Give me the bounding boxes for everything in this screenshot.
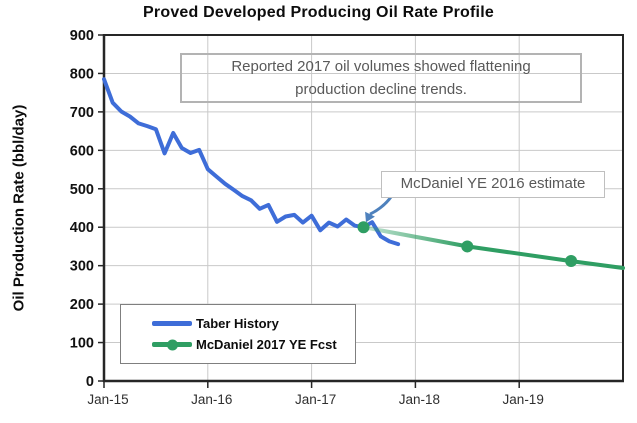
y-tick-label: 0 [86, 374, 94, 390]
y-tick-label: 100 [70, 336, 94, 352]
mcdaniel-marker-dot [167, 339, 178, 350]
y-tick-label: 600 [70, 143, 94, 159]
x-tick-label: Jan-17 [295, 392, 336, 407]
mcdaniel-marker-dot [461, 240, 474, 253]
y-tick-label: 300 [70, 259, 94, 275]
legend-item-taber-history: Taber History [121, 316, 355, 331]
y-tick-label: 400 [70, 220, 94, 236]
callout-arrow-shaft [369, 195, 393, 216]
mcdaniel-marker-dot [565, 255, 578, 268]
series-mcdaniel-fcst-line [361, 225, 625, 270]
x-tick-label: Jan-18 [399, 392, 440, 407]
mcdaniel-fcst-line-swatch [152, 339, 192, 350]
callout-arrow-head [365, 211, 375, 223]
x-tick-label: Jan-16 [191, 392, 232, 407]
x-tick-label: Jan-19 [503, 392, 544, 407]
annotation-flattening-note: Reported 2017 oil volumes showed flatten… [180, 53, 582, 103]
y-tick-label: 700 [70, 105, 94, 121]
annotation-note-line1: Reported 2017 oil volumes showed flatten… [231, 58, 531, 75]
y-axis-title: Oil Production Rate (bbl/day) [10, 104, 28, 312]
x-tick-label: Jan-15 [87, 392, 128, 407]
y-tick-label: 800 [70, 66, 94, 82]
legend: Taber History McDaniel 2017 YE Fcst [120, 304, 356, 364]
legend-label-taber-history: Taber History [196, 316, 279, 331]
legend-label-mcdaniel-fcst: McDaniel 2017 YE Fcst [196, 337, 337, 352]
y-tick-label: 500 [70, 182, 94, 198]
legend-item-mcdaniel-fcst: McDaniel 2017 YE Fcst [121, 337, 355, 352]
y-tick-label: 900 [70, 28, 94, 44]
mcdaniel-marker-dot [357, 221, 370, 234]
annotation-mcdaniel-callout: McDaniel YE 2016 estimate [381, 171, 605, 198]
series-taber-history-line [102, 77, 401, 247]
y-tick-label: 200 [70, 297, 94, 313]
chart-title: Proved Developed Producing Oil Rate Prof… [143, 4, 494, 21]
taber-history-line-swatch [152, 321, 192, 326]
annotation-note-line2: production decline trends. [295, 81, 467, 98]
